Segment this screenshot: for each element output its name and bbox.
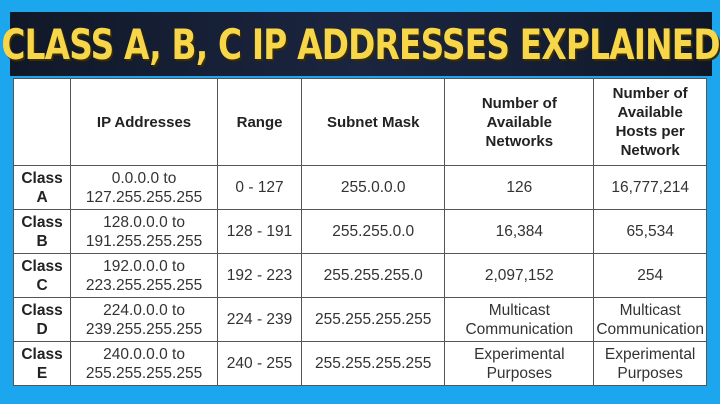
cell-class: Class D (12, 297, 72, 342)
table-row: Class A 0.0.0.0 to 127.255.255.255 0 - 127… (12, 165, 707, 210)
cell-range: 128 - 191 (216, 209, 303, 254)
header-empty (12, 78, 72, 166)
cell-networks: Experimental Purposes (444, 341, 595, 386)
cell-subnet-mask: 255.255.255.0 (301, 253, 446, 298)
cell-networks: 16,384 (444, 209, 595, 254)
cell-ip-range: 0.0.0.0 to 127.255.255.255 (70, 165, 218, 210)
header-networks: Number of Available Networks (444, 78, 595, 166)
header-range: Range (216, 78, 303, 166)
cell-range: 192 - 223 (216, 253, 303, 298)
ip-class-table: IP Addresses Range Subnet Mask Number of… (12, 78, 707, 386)
cell-subnet-mask: 255.255.0.0 (301, 209, 446, 254)
title-banner: CLASS A, B, C IP ADDRESSES EXPLAINED (2, 12, 720, 76)
cell-class: Class B (12, 209, 72, 254)
cell-hosts: 16,777,214 (593, 165, 707, 210)
page-title: CLASS A, B, C IP ADDRESSES EXPLAINED (1, 19, 720, 69)
cell-ip-range: 224.0.0.0 to 239.255.255.255 (70, 297, 218, 342)
cell-networks: 2,097,152 (444, 253, 595, 298)
header-ip-addresses: IP Addresses (70, 78, 218, 166)
cell-range: 240 - 255 (216, 341, 303, 386)
cell-ip-range: 240.0.0.0 to 255.255.255.255 (70, 341, 218, 386)
cell-subnet-mask: 255.255.255.255 (301, 341, 446, 386)
table-row: Class D 224.0.0.0 to 239.255.255.255 224 -… (12, 297, 707, 342)
table-header-row: IP Addresses Range Subnet Mask Number of… (12, 78, 707, 166)
table-row: Class B 128.0.0.0 to 191.255.255.255 128 -… (12, 209, 707, 254)
cell-class: Class E (12, 341, 72, 386)
cell-class: Class A (12, 165, 72, 210)
cell-ip-range: 128.0.0.0 to 191.255.255.255 (70, 209, 218, 254)
cell-hosts: Multicast Communication (593, 297, 707, 342)
cell-hosts: 254 (593, 253, 707, 298)
cell-ip-range: 192.0.0.0 to 223.255.255.255 (70, 253, 218, 298)
cell-range: 224 - 239 (216, 297, 303, 342)
cell-hosts: 65,534 (593, 209, 707, 254)
cell-class: Class C (12, 253, 72, 298)
header-hosts: Number of Available Hosts per Network (593, 78, 707, 166)
cell-networks: 126 (444, 165, 595, 210)
table-row: Class C 192.0.0.0 to 223.255.255.255 192 -… (12, 253, 707, 298)
cell-range: 0 - 127 (216, 165, 303, 210)
cell-hosts: Experimental Purposes (593, 341, 707, 386)
cell-networks: Multicast Communication (444, 297, 595, 342)
table-row: Class E 240.0.0.0 to 255.255.255.255 240 -… (12, 341, 707, 386)
header-subnet-mask: Subnet Mask (301, 78, 446, 166)
cell-subnet-mask: 255.0.0.0 (301, 165, 446, 210)
cell-subnet-mask: 255.255.255.255 (301, 297, 446, 342)
